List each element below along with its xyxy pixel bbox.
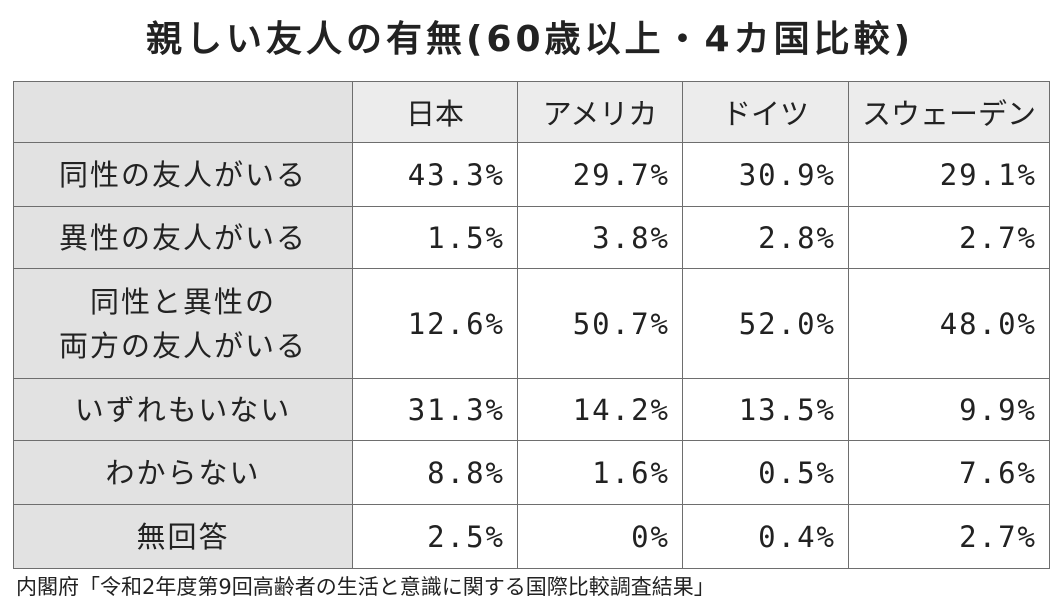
row-label-line: いずれもいない [74, 392, 292, 427]
column-header: 日本 [352, 81, 518, 143]
table-row: 同性と異性の 両方の友人がいる 12.6% 50.7% 52.0% 48.0% [13, 268, 1050, 379]
row-label-line: 異性の友人がいる [58, 220, 307, 255]
table-cell: 0.5% [682, 440, 849, 505]
table-cell: 50.7% [517, 268, 683, 379]
header-row: 日本 アメリカ ドイツ スウェーデン [13, 81, 1050, 143]
table-cell: 48.0% [848, 268, 1050, 379]
row-label: 異性の友人がいる [13, 206, 353, 269]
table-cell: 1.6% [517, 440, 683, 505]
table-cell: 7.6% [848, 440, 1050, 505]
table-cell: 2.8% [682, 206, 849, 269]
table-cell: 14.2% [517, 378, 683, 441]
row-label-line: 同性と異性の [89, 284, 276, 319]
row-label: 同性と異性の 両方の友人がいる [13, 268, 353, 379]
table-cell: 2.5% [352, 504, 518, 569]
column-header: ドイツ [682, 81, 849, 143]
table-row: わからない 8.8% 1.6% 0.5% 7.6% [13, 440, 1050, 505]
row-label-line: 同性の友人がいる [58, 157, 307, 192]
row-label: 同性の友人がいる [13, 142, 353, 207]
comparison-table: 日本 アメリカ ドイツ スウェーデン 同性の友人がいる 43.3% 29.7% … [13, 81, 1050, 569]
table-row: 異性の友人がいる 1.5% 3.8% 2.8% 2.7% [13, 206, 1050, 269]
table-cell: 1.5% [352, 206, 518, 269]
table-cell: 29.7% [517, 142, 683, 207]
table-cell: 13.5% [682, 378, 849, 441]
table-cell: 12.6% [352, 268, 518, 379]
column-header: アメリカ [517, 81, 683, 143]
table-cell: 43.3% [352, 142, 518, 207]
table-cell: 29.1% [848, 142, 1050, 207]
corner-cell [13, 81, 353, 143]
table-cell: 30.9% [682, 142, 849, 207]
chart-title: 親しい友人の有無(60歳以上・4カ国比較) [145, 19, 915, 60]
table-cell: 52.0% [682, 268, 849, 379]
row-label: いずれもいない [13, 378, 353, 441]
table-cell: 3.8% [517, 206, 683, 269]
source-note: 内閣府「令和2年度第9回高齢者の生活と意識に関する国際比較調査結果」 [16, 575, 715, 599]
row-label-line: わからない [105, 455, 261, 490]
table-cell: 31.3% [352, 378, 518, 441]
table-cell: 2.7% [848, 504, 1050, 569]
table-row: 無回答 2.5% 0% 0.4% 2.7% [13, 504, 1050, 569]
row-label-line: 無回答 [136, 519, 230, 554]
row-label: 無回答 [13, 504, 353, 569]
table-row: いずれもいない 31.3% 14.2% 13.5% 9.9% [13, 378, 1050, 441]
table-cell: 8.8% [352, 440, 518, 505]
row-label: わからない [13, 440, 353, 505]
table-cell: 0.4% [682, 504, 849, 569]
column-header: スウェーデン [848, 81, 1050, 143]
table-row: 同性の友人がいる 43.3% 29.7% 30.9% 29.1% [13, 142, 1050, 207]
table-cell: 0% [517, 504, 683, 569]
row-label-line: 両方の友人がいる [58, 328, 307, 363]
table-cell: 9.9% [848, 378, 1050, 441]
table-cell: 2.7% [848, 206, 1050, 269]
